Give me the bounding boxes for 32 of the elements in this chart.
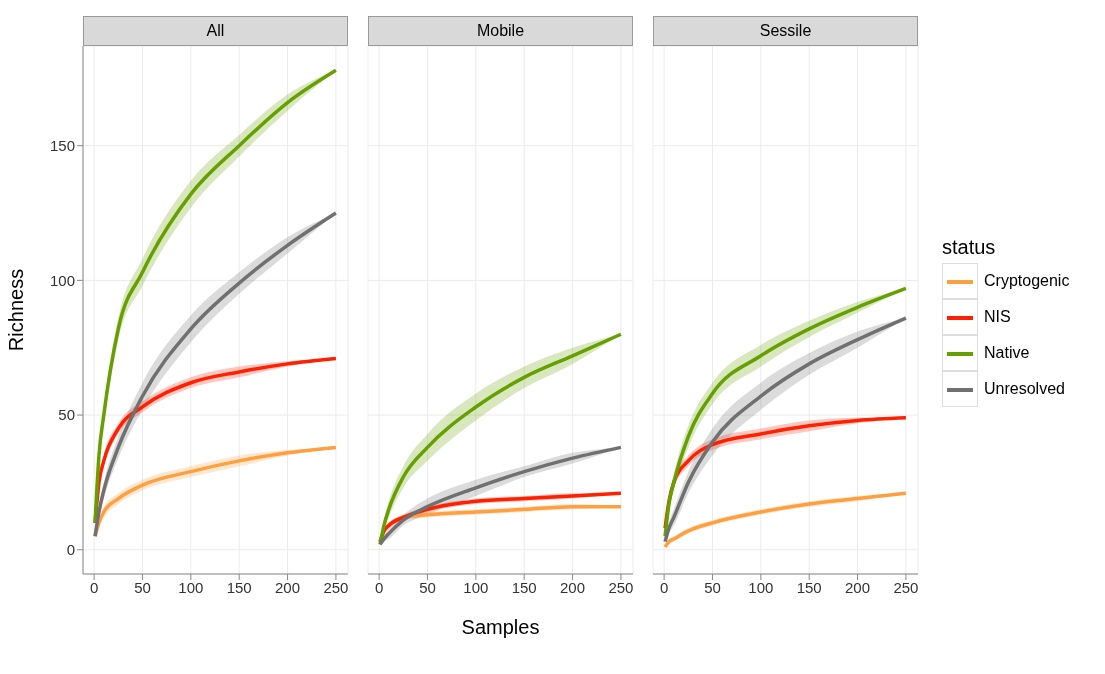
y-tick-label: 50: [58, 406, 75, 424]
legend-label: Unresolved: [984, 380, 1065, 398]
x-tick-label: 0: [374, 578, 384, 596]
x-tick-label: 200: [560, 578, 586, 596]
x-tick-label: 50: [134, 578, 151, 596]
x-tick-label: 250: [608, 578, 634, 596]
legend-title: status: [942, 236, 997, 259]
chart-title: All: [83, 16, 348, 46]
y-tick-label: 0: [66, 541, 75, 559]
chart-title: Mobile: [368, 16, 633, 46]
x-tick-label: 50: [419, 578, 436, 596]
x-tick-label: 150: [511, 578, 537, 596]
x-tick-label: 250: [323, 578, 349, 596]
x-tick-label: 200: [845, 578, 871, 596]
x-tick-label: 150: [226, 578, 252, 596]
legend-label: Cryptogenic: [984, 272, 1070, 290]
y-tick-label: 150: [49, 137, 75, 154]
x-axis-title: Samples: [461, 616, 540, 638]
x-tick-label: 50: [704, 578, 721, 596]
y-axis-title: Richness: [5, 268, 28, 352]
x-tick-label: 100: [463, 578, 489, 596]
x-tick-label: 0: [89, 578, 99, 596]
legend-label: Native: [984, 344, 1030, 362]
y-tick-label: 100: [49, 271, 75, 289]
x-tick-label: 150: [796, 578, 822, 596]
x-tick-label: 0: [659, 578, 669, 596]
x-tick-label: 100: [748, 578, 774, 596]
x-tick-label: 100: [178, 578, 204, 596]
chart-title: Sessile: [653, 16, 918, 46]
x-tick-label: 200: [275, 578, 301, 596]
legend-label: NIS: [984, 308, 1011, 326]
x-tick-label: 250: [893, 578, 919, 596]
